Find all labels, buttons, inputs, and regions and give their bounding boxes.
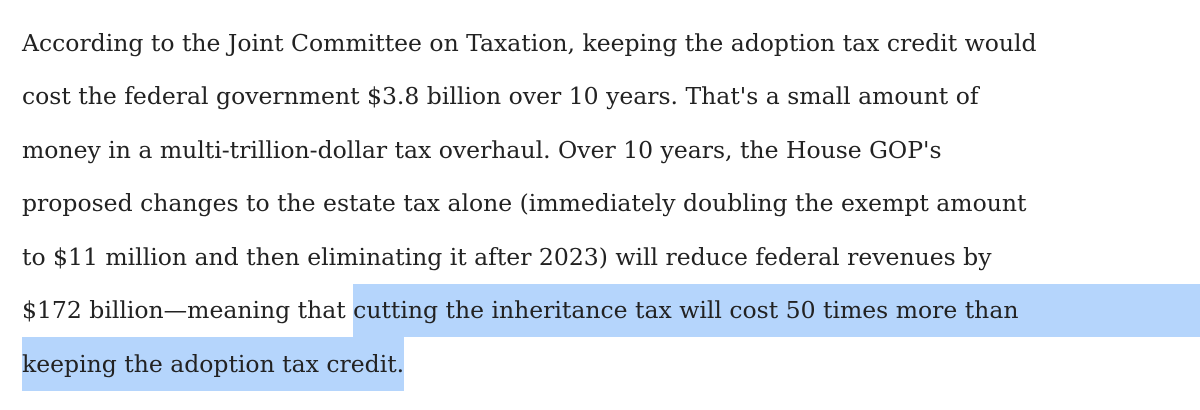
text-line: money in a multi-trillion-dollar tax ove…: [0, 123, 1200, 177]
text-line: cost the federal government $3.8 billion…: [0, 70, 1200, 124]
body-text: to $11 million and then eliminating it a…: [22, 242, 992, 271]
text-line: proposed changes to the estate tax alone…: [0, 177, 1200, 231]
text-line: $172 billion—meaning that cutting the in…: [0, 283, 1200, 337]
highlighted-text: cutting the inheritance tax will cost 50…: [353, 283, 1200, 337]
body-text: According to the Joint Committee on Taxa…: [22, 28, 1037, 57]
text-line: keeping the adoption tax credit.: [0, 337, 1200, 391]
body-text: proposed changes to the estate tax alone…: [22, 189, 1027, 218]
body-text: cost the federal government $3.8 billion…: [22, 82, 979, 111]
highlighted-text: keeping the adoption tax credit.: [22, 337, 405, 391]
text-line: to $11 million and then eliminating it a…: [0, 230, 1200, 284]
body-text: money in a multi-trillion-dollar tax ove…: [22, 135, 942, 164]
article-paragraph: According to the Joint Committee on Taxa…: [0, 16, 1200, 391]
text-line: According to the Joint Committee on Taxa…: [0, 16, 1200, 70]
body-text: $172 billion—meaning that: [22, 296, 354, 325]
